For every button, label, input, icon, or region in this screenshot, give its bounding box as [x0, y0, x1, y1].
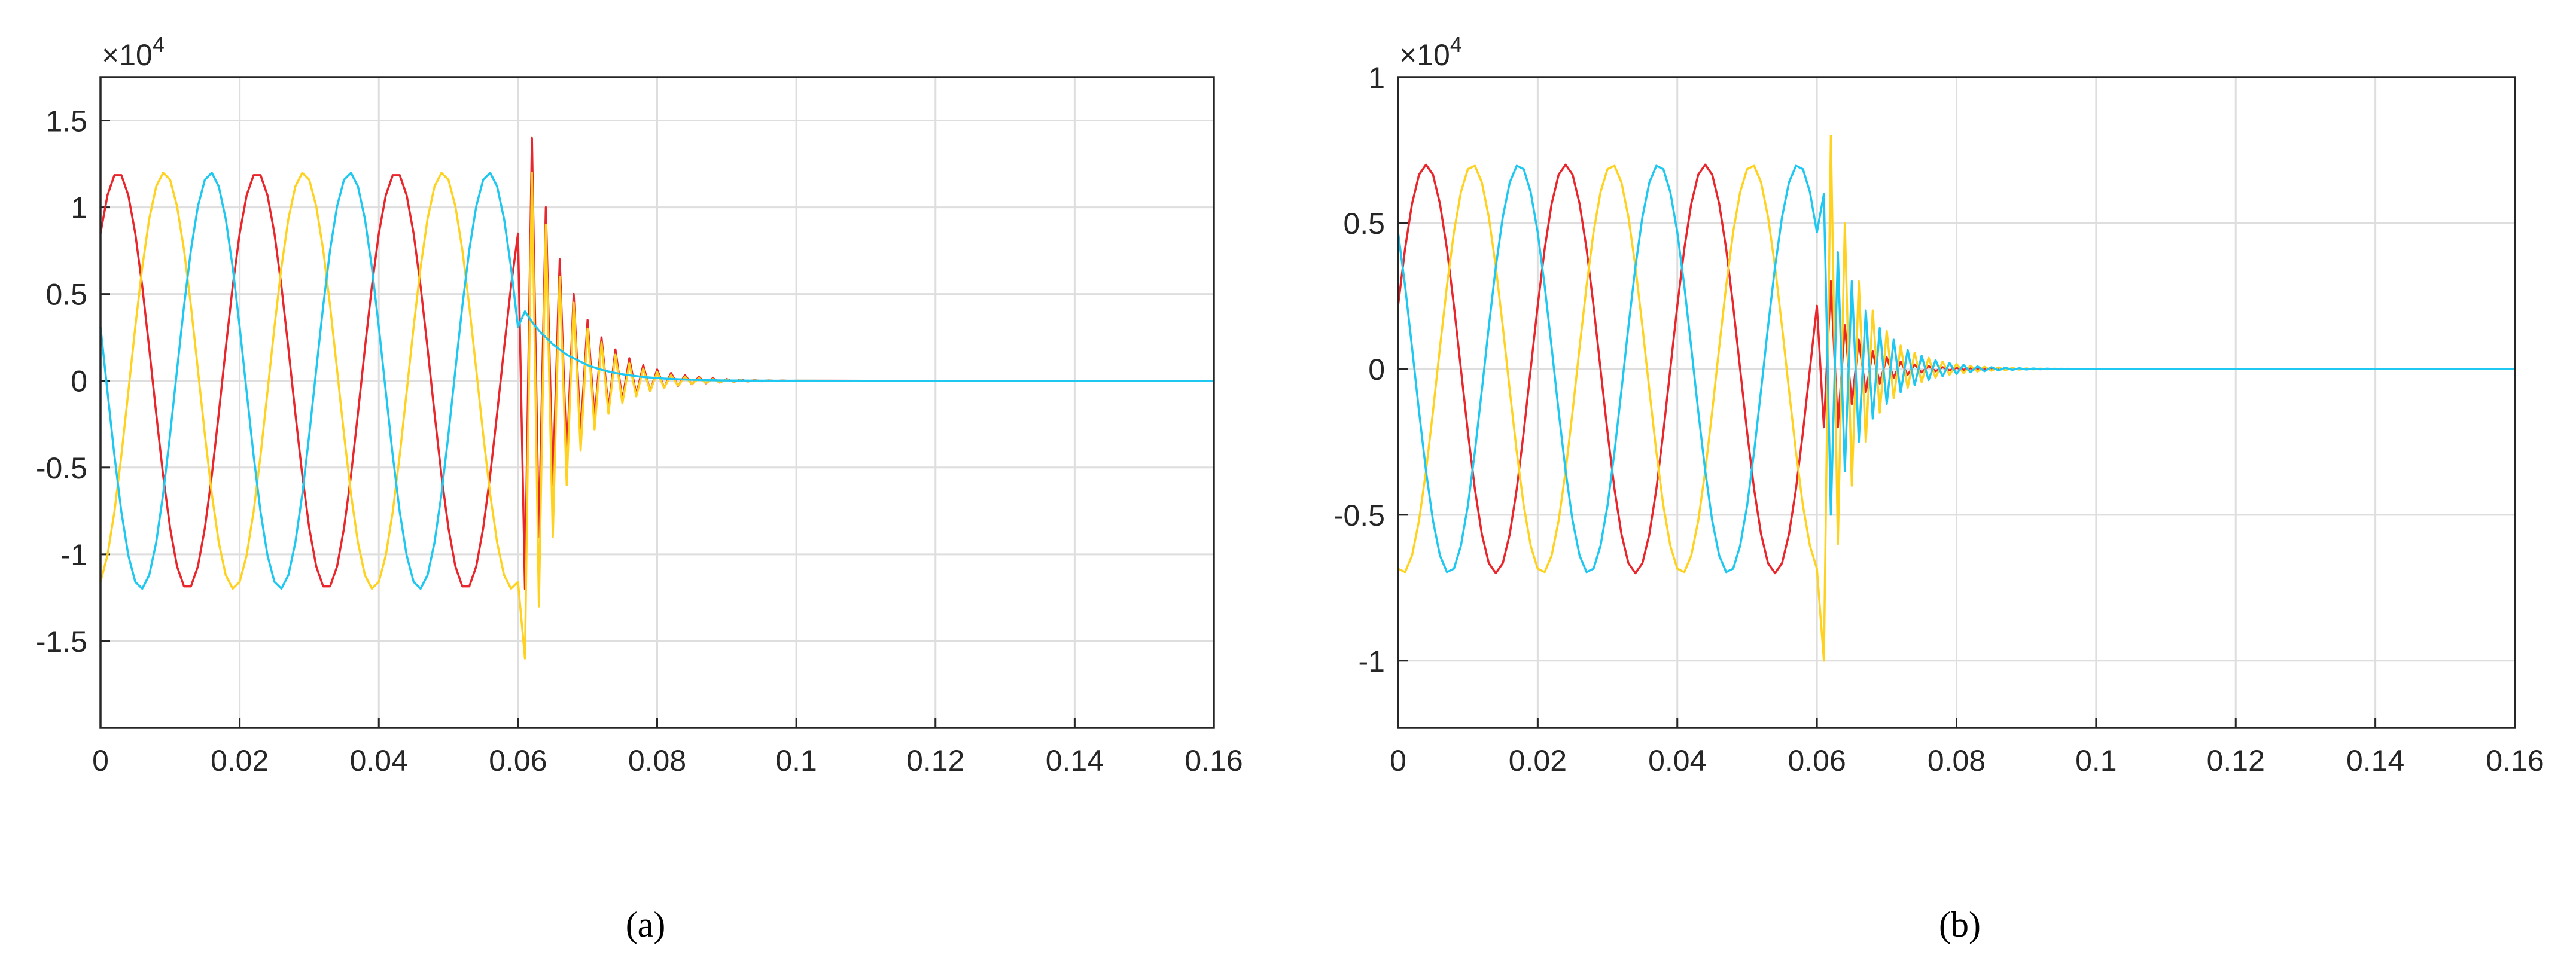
x-tick-label: 0.06 [1788, 744, 1846, 777]
x-tick-label: 0.06 [489, 744, 547, 777]
series-line [99, 172, 1214, 590]
x-tick-label: 0.08 [628, 744, 686, 777]
x-tick-label: 0.12 [906, 744, 964, 777]
y-tick-label: -1.5 [36, 625, 87, 658]
y-tick-label: 0.5 [45, 278, 87, 312]
y-tick-label: 1.5 [45, 105, 87, 138]
y-axis-multiplier: ×104 [1399, 32, 1462, 72]
x-tick-label: 0.02 [1509, 744, 1567, 777]
x-tick-label: 0.12 [2207, 744, 2265, 777]
caption: (b) [1939, 905, 1981, 944]
y-tick-label: -0.5 [36, 452, 87, 485]
x-tick-label: 0.16 [2486, 744, 2544, 777]
multiplier-exponent: 4 [1450, 32, 1462, 57]
chart: 0 0.02 0.04 0.06 0.08 0.1 0.12 0.14 0.16 -1 -0.5 0 0… [1333, 32, 2544, 944]
x-tick-label: 0.1 [2075, 744, 2117, 777]
y-tick-label: 0 [1368, 353, 1385, 386]
y-tick-label: 1 [71, 191, 87, 225]
y-axis-multiplier: ×104 [102, 32, 165, 72]
y-tick-label: -1 [1359, 645, 1385, 678]
x-tick-label: 0.04 [350, 744, 408, 777]
chart: 0 0.02 0.04 0.06 0.08 0.1 0.12 0.14 0.16 -1.5 -1 -0… [36, 32, 1243, 944]
y-tick-label: -0.5 [1333, 499, 1385, 532]
axes-box [99, 76, 1215, 729]
caption: (a) [626, 905, 666, 944]
y-tick-label: 0 [71, 365, 87, 398]
multiplier-base: ×10 [102, 38, 153, 72]
x-tick-label: 0 [92, 744, 109, 777]
x-tick-label: 0.14 [1046, 744, 1104, 777]
y-tick-label: -1 [61, 538, 87, 572]
x-tick-label: 0 [1390, 744, 1406, 777]
x-tick-label: 0.04 [1648, 744, 1706, 777]
multiplier-base: ×10 [1399, 38, 1450, 72]
series-line [1397, 164, 2515, 574]
x-tick-label: 0.02 [211, 744, 269, 777]
x-tick-label: 0.14 [2346, 744, 2404, 777]
x-tick-label: 0.08 [1928, 744, 1986, 777]
y-tick-label: 0.5 [1343, 207, 1385, 240]
x-tick-label: 0.16 [1185, 744, 1243, 777]
y-tick-label: 1 [1368, 61, 1385, 94]
axes-box [1397, 76, 2516, 729]
multiplier-exponent: 4 [153, 32, 165, 57]
x-tick-label: 0.1 [775, 744, 817, 777]
